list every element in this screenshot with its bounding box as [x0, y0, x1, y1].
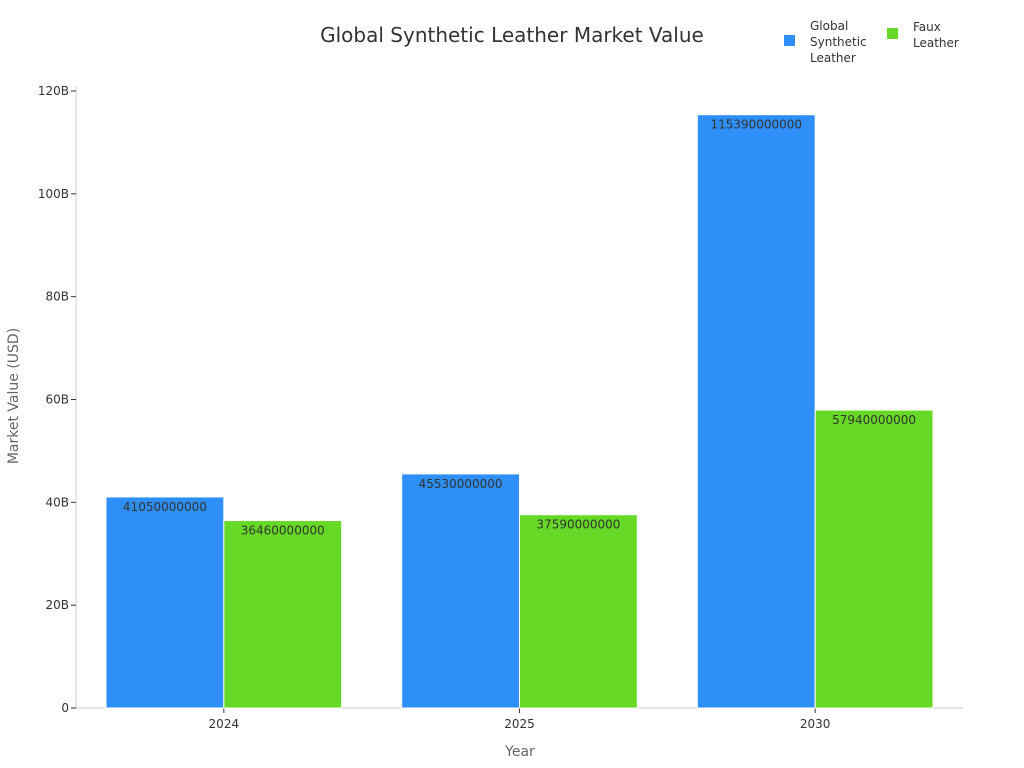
- legend-label: Synthetic: [810, 35, 867, 49]
- data-label: 36460000000: [241, 524, 325, 538]
- legend-label: Faux: [913, 20, 941, 34]
- y-tick-label: 40B: [45, 495, 69, 509]
- x-tick-label: 2030: [800, 717, 831, 731]
- y-tick-label: 100B: [38, 187, 69, 201]
- legend-swatch: [784, 35, 795, 46]
- data-label: 57940000000: [832, 413, 916, 427]
- data-label: 37590000000: [536, 518, 620, 532]
- bar-global-synthetic-leather-2030[interactable]: [696, 114, 816, 709]
- x-tick-label: 2024: [209, 717, 240, 731]
- legend-label: Global: [810, 19, 848, 33]
- plot-area: 0 20B 40B 60B 80B 100B 120B 2024 41050000000 3646…: [38, 84, 963, 731]
- y-tick-label: 20B: [45, 598, 69, 612]
- chart-title: Global Synthetic Leather Market Value: [320, 23, 704, 47]
- data-label: 45530000000: [419, 477, 503, 491]
- legend-label: Leather: [810, 51, 856, 65]
- legend-label: Leather: [913, 36, 959, 50]
- legend-swatch: [887, 28, 898, 39]
- data-label: 41050000000: [123, 500, 207, 514]
- x-axis-title: Year: [504, 744, 535, 760]
- legend: Global Synthetic Leather Faux Leather: [784, 19, 959, 65]
- data-label: 115390000000: [710, 118, 802, 132]
- y-tick-label: 120B: [38, 84, 69, 98]
- y-axis-title: Market Value (USD): [6, 328, 22, 464]
- legend-item[interactable]: Faux Leather: [887, 20, 959, 50]
- bar-global-synthetic-leather-2025[interactable]: [401, 473, 520, 709]
- bar-global-synthetic-leather-2024[interactable]: [105, 496, 225, 709]
- bar-faux-leather-2025[interactable]: [519, 514, 638, 709]
- x-tick-label: 2025: [504, 717, 535, 731]
- legend-item[interactable]: Global Synthetic Leather: [784, 19, 867, 65]
- y-tick-label: 60B: [45, 393, 69, 407]
- bar-faux-leather-2030[interactable]: [814, 409, 934, 709]
- y-tick-label: 0: [61, 701, 69, 715]
- y-tick-label: 80B: [45, 290, 69, 304]
- bar-faux-leather-2024[interactable]: [223, 520, 343, 709]
